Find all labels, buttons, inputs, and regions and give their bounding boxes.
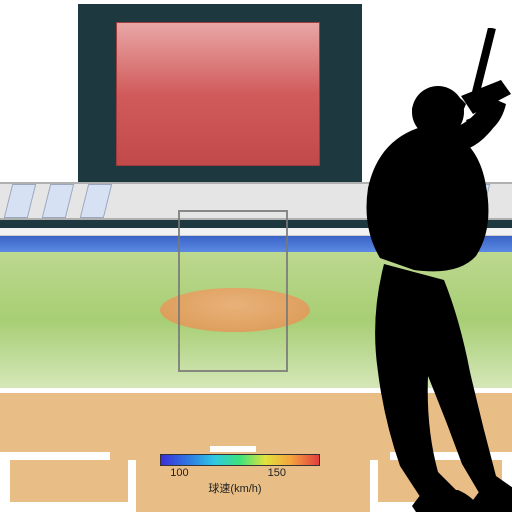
pitch-location-diagram: 100 150 球速(km/h) — [0, 0, 512, 512]
batter-silhouette — [306, 28, 512, 512]
chalk-line — [0, 452, 110, 460]
speed-axis-label: 球速(km/h) — [160, 480, 310, 496]
speed-colorbar — [160, 454, 320, 466]
chalk-line — [128, 460, 136, 502]
chalk-line — [0, 502, 136, 512]
speed-tick: 100 — [170, 467, 188, 479]
scoreboard-screen — [116, 22, 320, 166]
speed-tick: 150 — [268, 467, 286, 479]
chalk-line — [0, 460, 10, 502]
speed-ticks: 100 150 — [160, 467, 306, 481]
speed-legend: 100 150 球速(km/h) — [160, 454, 310, 496]
chalk-line — [210, 446, 256, 452]
strike-zone — [178, 210, 288, 372]
